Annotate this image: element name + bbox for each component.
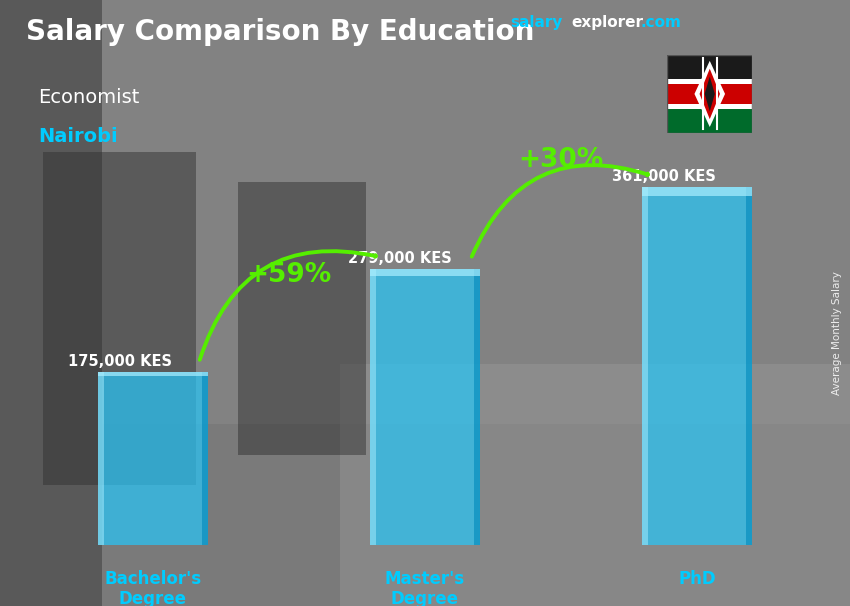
Bar xyxy=(102,0,850,424)
Text: PhD: PhD xyxy=(678,570,716,588)
Bar xyxy=(667,79,752,84)
Bar xyxy=(0,0,102,606)
Polygon shape xyxy=(694,61,725,127)
Bar xyxy=(370,268,480,545)
Bar xyxy=(370,268,480,276)
Text: Average Monthly Salary: Average Monthly Salary xyxy=(832,271,842,395)
Text: .com: .com xyxy=(641,15,682,30)
Text: +30%: +30% xyxy=(518,147,604,173)
Bar xyxy=(667,81,752,107)
Text: salary: salary xyxy=(510,15,563,30)
Bar xyxy=(98,372,105,545)
Bar xyxy=(642,187,649,545)
Text: 361,000 KES: 361,000 KES xyxy=(612,170,716,184)
Bar xyxy=(642,187,752,196)
Text: Master's
Degree: Master's Degree xyxy=(385,570,465,606)
Text: Economist: Economist xyxy=(38,88,139,107)
Bar xyxy=(473,268,480,545)
Text: +59%: +59% xyxy=(246,262,332,288)
Bar xyxy=(42,152,196,485)
Text: Bachelor's
Degree: Bachelor's Degree xyxy=(105,570,201,606)
Text: 175,000 KES: 175,000 KES xyxy=(68,354,172,369)
Bar xyxy=(98,372,208,545)
Bar xyxy=(667,55,752,81)
Bar xyxy=(745,187,752,545)
Text: Nairobi: Nairobi xyxy=(38,127,118,146)
Text: explorer: explorer xyxy=(571,15,643,30)
Polygon shape xyxy=(705,76,715,112)
Bar xyxy=(642,187,752,545)
Bar xyxy=(98,372,208,376)
Text: 279,000 KES: 279,000 KES xyxy=(348,251,452,265)
Bar xyxy=(340,364,850,606)
Text: Salary Comparison By Education: Salary Comparison By Education xyxy=(26,18,534,46)
Polygon shape xyxy=(700,68,720,119)
Bar xyxy=(667,104,752,108)
Bar xyxy=(201,372,208,545)
Bar xyxy=(238,182,366,454)
Bar xyxy=(667,107,752,133)
Bar xyxy=(370,268,377,545)
